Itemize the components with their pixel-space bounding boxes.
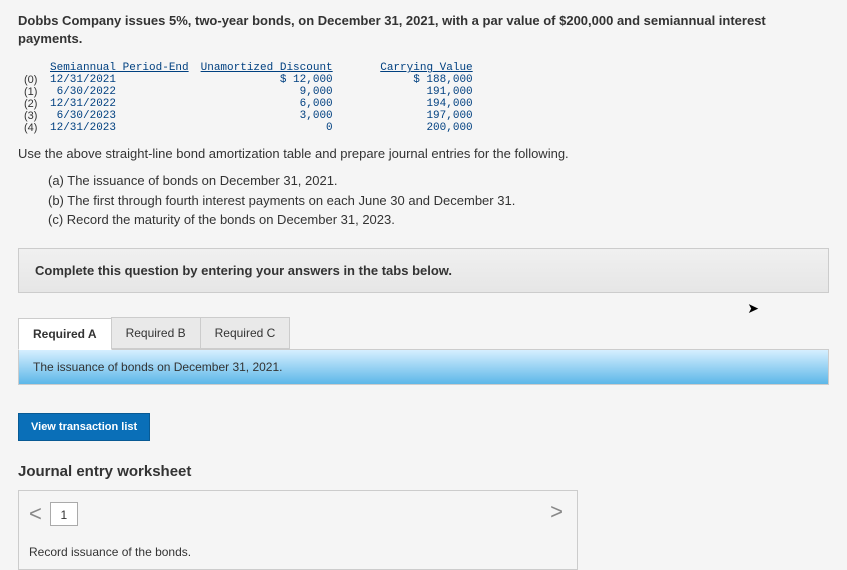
tab-required-b[interactable]: Required B — [111, 317, 201, 349]
journal-entry-title: Journal entry worksheet — [18, 463, 829, 480]
cursor-icon: ➤ — [747, 300, 759, 317]
col-header-carry: Carrying Value — [339, 62, 479, 74]
table-row: (0) 12/31/2021 $ 12,000 $ 188,000 — [18, 74, 479, 86]
complete-bar: Complete this question by entering your … — [18, 248, 829, 293]
tabs-row: Required A Required B Required C — [18, 317, 829, 349]
part-a: (a) The issuance of bonds on December 31… — [48, 171, 829, 191]
journal-page-number[interactable]: 1 — [50, 502, 78, 526]
tab-required-c[interactable]: Required C — [200, 317, 291, 349]
amortization-table: Semiannual Period-End Unamortized Discou… — [18, 62, 479, 134]
journal-entry-description: Record issuance of the bonds. — [29, 545, 567, 559]
chevron-left-icon[interactable]: < — [29, 501, 42, 527]
table-row: (4) 12/31/2023 0 200,000 — [18, 122, 479, 134]
instructions: Use the above straight-line bond amortiz… — [18, 146, 829, 161]
table-row: (1) 6/30/2022 9,000 191,000 — [18, 86, 479, 98]
table-row: (3) 6/30/2023 3,000 197,000 — [18, 110, 479, 122]
table-row: (2) 12/31/2022 6,000 194,000 — [18, 98, 479, 110]
view-transaction-list-button[interactable]: View transaction list — [18, 413, 150, 441]
problem-intro: Dobbs Company issues 5%, two-year bonds,… — [18, 12, 829, 48]
journal-entry-box: < 1 > Record issuance of the bonds. — [18, 490, 578, 570]
tab-required-a[interactable]: Required A — [18, 318, 112, 350]
col-header-period: Semiannual Period-End — [44, 62, 195, 74]
part-c: (c) Record the maturity of the bonds on … — [48, 210, 829, 230]
chevron-right-icon[interactable]: > — [550, 499, 563, 525]
col-header-discount: Unamortized Discount — [195, 62, 339, 74]
parts-list: (a) The issuance of bonds on December 31… — [48, 171, 829, 230]
tab-content: The issuance of bonds on December 31, 20… — [18, 349, 829, 385]
part-b: (b) The first through fourth interest pa… — [48, 191, 829, 211]
